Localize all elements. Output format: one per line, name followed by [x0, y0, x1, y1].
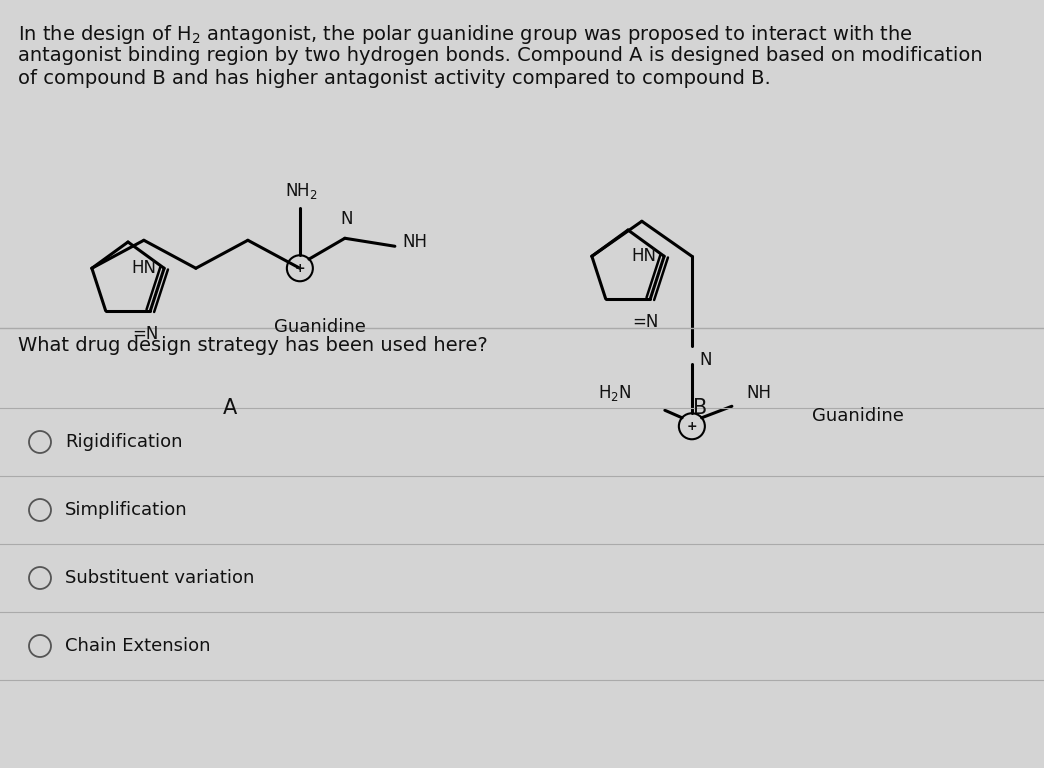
Text: HN: HN [632, 247, 656, 265]
Text: Rigidification: Rigidification [65, 433, 183, 451]
Text: In the design of H$_2$ antagonist, the polar guanidine group was proposed to int: In the design of H$_2$ antagonist, the p… [18, 23, 912, 46]
Text: Guanidine: Guanidine [812, 407, 904, 425]
Text: HN: HN [132, 260, 157, 277]
Text: A: A [222, 398, 237, 418]
Text: NH$_2$: NH$_2$ [285, 181, 318, 201]
Text: Simplification: Simplification [65, 501, 188, 519]
Text: +: + [687, 420, 697, 432]
Text: N: N [699, 351, 712, 369]
Text: NH: NH [403, 233, 428, 251]
Text: Substituent variation: Substituent variation [65, 569, 255, 587]
Text: antagonist binding region by two hydrogen bonds. Compound A is designed based on: antagonist binding region by two hydroge… [18, 46, 982, 65]
Text: Guanidine: Guanidine [274, 318, 365, 336]
Text: N: N [340, 210, 353, 228]
Text: H$_2$N: H$_2$N [598, 383, 632, 403]
Text: B: B [693, 398, 707, 418]
Text: of compound B and has higher antagonist activity compared to compound B.: of compound B and has higher antagonist … [18, 69, 770, 88]
Text: What drug design strategy has been used here?: What drug design strategy has been used … [18, 336, 488, 355]
Text: =N: =N [133, 325, 159, 343]
Text: NH: NH [746, 384, 772, 402]
Text: +: + [294, 262, 305, 275]
Text: =N: =N [633, 313, 659, 331]
Text: Chain Extension: Chain Extension [65, 637, 211, 655]
